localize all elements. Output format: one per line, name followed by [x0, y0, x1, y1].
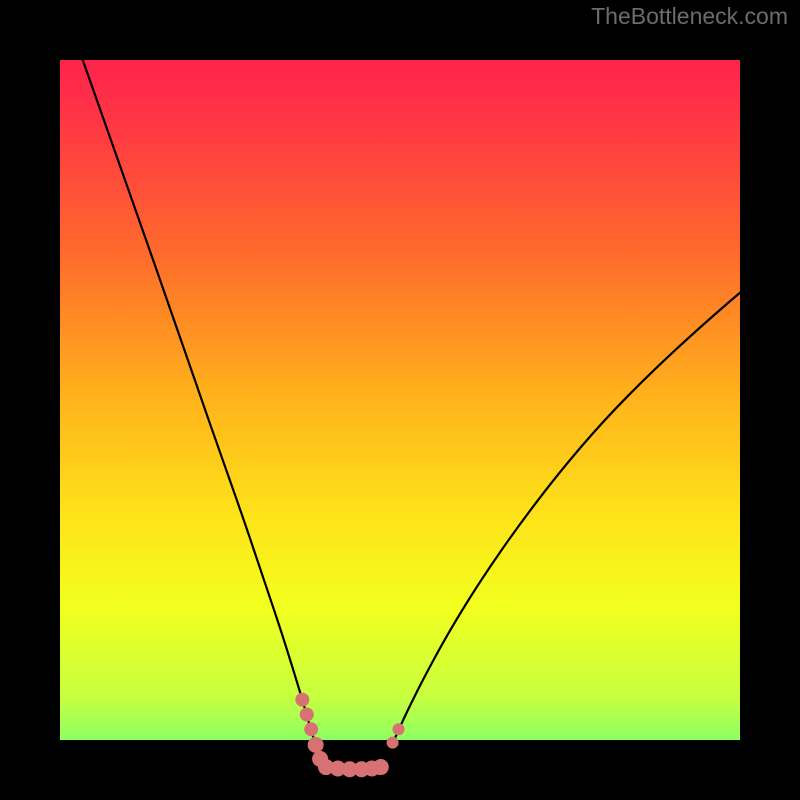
marker-left — [295, 693, 309, 707]
marker-left — [304, 722, 318, 736]
chart-container: TheBottleneck.com — [0, 0, 800, 800]
bottleneck-chart — [0, 0, 800, 800]
marker-bottom — [373, 759, 389, 775]
gradient-background — [30, 30, 770, 770]
marker-left — [308, 737, 324, 753]
marker-right — [387, 737, 399, 749]
marker-right — [393, 723, 405, 735]
marker-left — [300, 708, 314, 722]
